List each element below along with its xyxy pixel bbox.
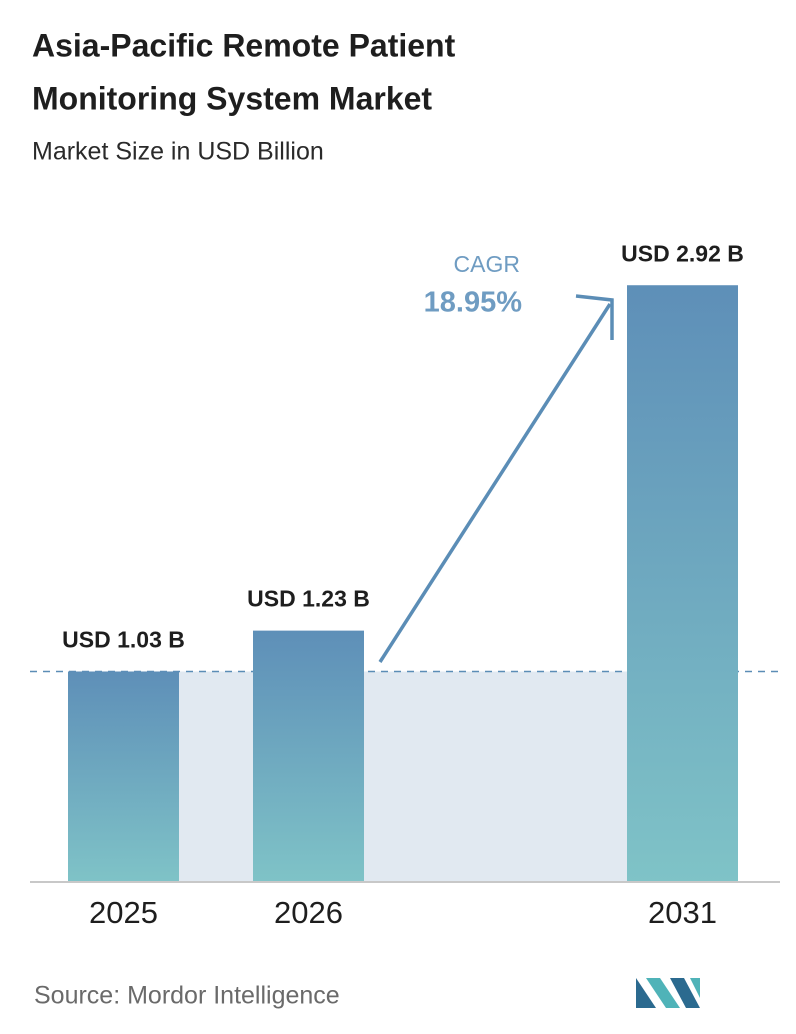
cagr-arrow [378,303,612,663]
chart-title-line-2: Monitoring System Market [32,80,432,116]
logo [636,978,700,1008]
cagr-value: 18.95% [424,287,523,319]
value-label: USD 2.92 B [621,240,744,266]
value-label: USD 1.23 B [247,586,370,612]
bar [253,630,364,882]
value-label: USD 1.03 B [62,627,185,653]
reference-band [68,671,738,882]
x-tick-label: 2025 [89,895,158,930]
x-tick-label: 2026 [274,895,343,930]
chart-subtitle: Market Size in USD Billion [32,138,324,166]
bar [68,671,179,882]
cagr-label: CAGR [454,251,520,277]
cagr-arrowhead [575,294,614,340]
source: Source: Mordor Intelligence [34,982,340,1010]
x-tick-label: 2031 [648,895,717,930]
chart-title-line-1: Asia-Pacific Remote Patient [32,27,456,63]
bar [627,285,738,883]
plot-area: USD 1.03 B 2025 USD 1.23 B 2026 USD 2.92 B 20… [30,240,780,930]
